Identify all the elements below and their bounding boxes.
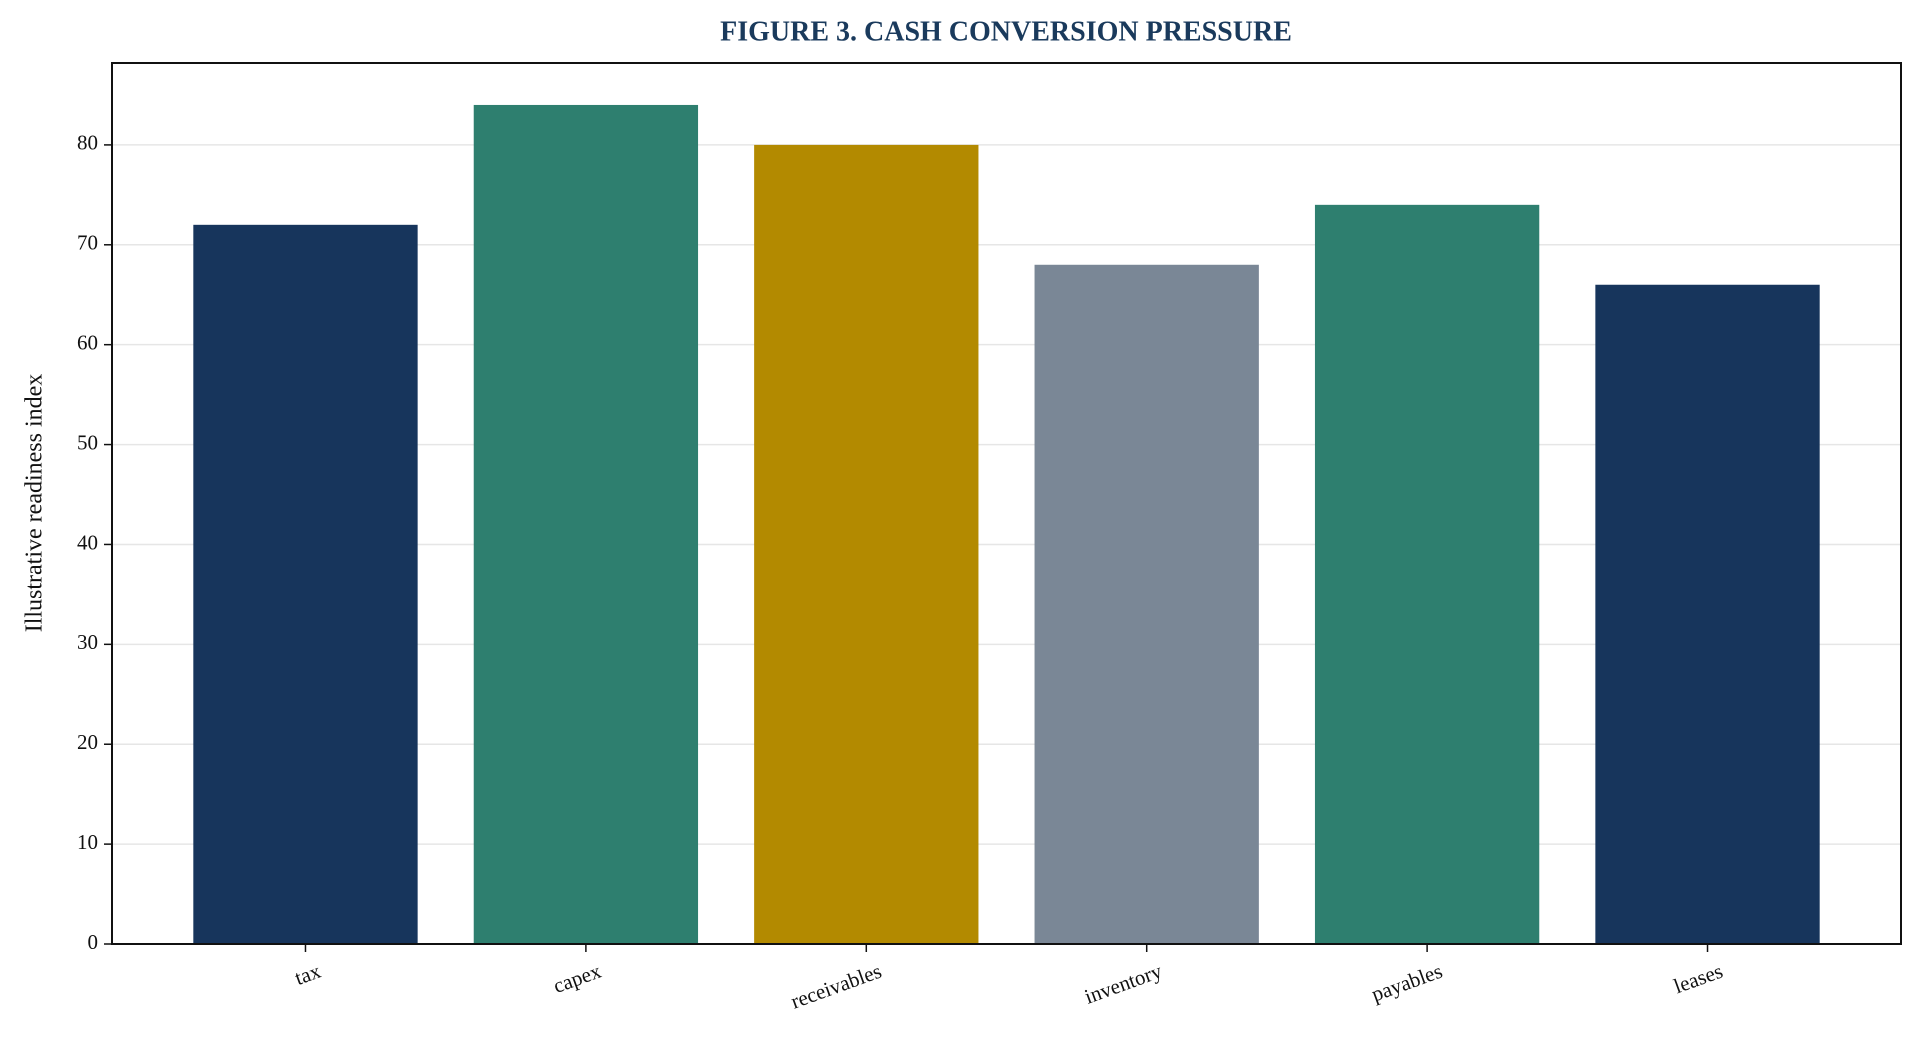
- bar: [473, 104, 699, 944]
- plot-frame: [111, 62, 1902, 945]
- y-tick-label: 0: [88, 930, 99, 954]
- bar: [1595, 284, 1820, 944]
- y-tick-label: 70: [77, 231, 98, 255]
- x-tick-label: inventory: [1081, 958, 1165, 1008]
- y-axis-label: Illustrative readiness index: [22, 374, 48, 633]
- bar: [1314, 204, 1540, 945]
- bar: [754, 144, 979, 944]
- y-tick-label: 50: [77, 430, 98, 454]
- y-tick-label: 60: [77, 330, 98, 354]
- x-tick-label: leases: [1671, 959, 1726, 999]
- x-tick-label: capex: [550, 958, 605, 997]
- y-tick-label: 10: [77, 830, 98, 854]
- x-tick-label: receivables: [788, 959, 885, 1014]
- x-tick-label: tax: [292, 958, 325, 989]
- bar: [193, 224, 418, 944]
- y-tick-label: 20: [77, 730, 98, 754]
- x-tick-label: payables: [1368, 959, 1445, 1007]
- y-tick-label: 80: [77, 131, 98, 155]
- chart-title: FIGURE 3. CASH CONVERSION PRESSURE: [720, 16, 1292, 47]
- bar: [1034, 264, 1259, 944]
- y-tick-label: 40: [77, 530, 98, 554]
- y-tick-label: 30: [77, 630, 98, 654]
